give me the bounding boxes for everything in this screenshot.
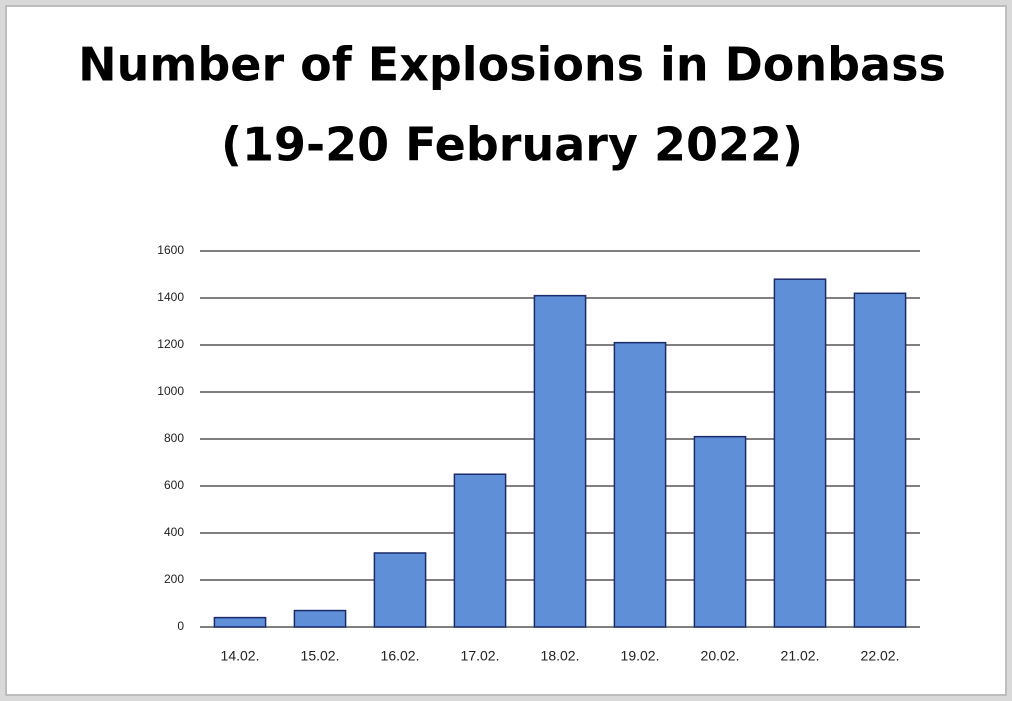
x-tick-label: 22.02. bbox=[861, 648, 900, 664]
bar bbox=[533, 294, 587, 628]
y-tick-label: 200 bbox=[164, 572, 184, 586]
bar bbox=[853, 292, 907, 628]
bar bbox=[453, 473, 507, 628]
x-tick-label: 21.02. bbox=[781, 648, 820, 664]
x-tick-label: 17.02. bbox=[461, 648, 500, 664]
y-tick-label: 1200 bbox=[157, 337, 184, 351]
bar bbox=[773, 278, 827, 628]
x-tick-label: 15.02. bbox=[301, 648, 340, 664]
y-tick-label: 1000 bbox=[157, 384, 184, 398]
x-tick-label: 19.02. bbox=[621, 648, 660, 664]
y-tick-label: 800 bbox=[164, 431, 184, 445]
bar bbox=[693, 435, 747, 628]
bar bbox=[213, 616, 267, 628]
y-tick-label: 0 bbox=[177, 619, 184, 633]
x-tick-label: 16.02. bbox=[381, 648, 420, 664]
x-tick-label: 14.02. bbox=[221, 648, 260, 664]
bar bbox=[613, 341, 667, 628]
y-tick-label: 400 bbox=[164, 525, 184, 539]
y-tick-label: 1600 bbox=[157, 243, 184, 257]
x-tick-label: 18.02. bbox=[541, 648, 580, 664]
x-tick-label: 20.02. bbox=[701, 648, 740, 664]
y-tick-label: 600 bbox=[164, 478, 184, 492]
bar bbox=[293, 609, 347, 628]
chart-title: Number of Explosions in Donbass bbox=[78, 38, 946, 92]
chart-subtitle: (19-20 February 2022) bbox=[221, 118, 803, 172]
bar bbox=[373, 552, 427, 628]
y-tick-label: 1400 bbox=[157, 290, 184, 304]
